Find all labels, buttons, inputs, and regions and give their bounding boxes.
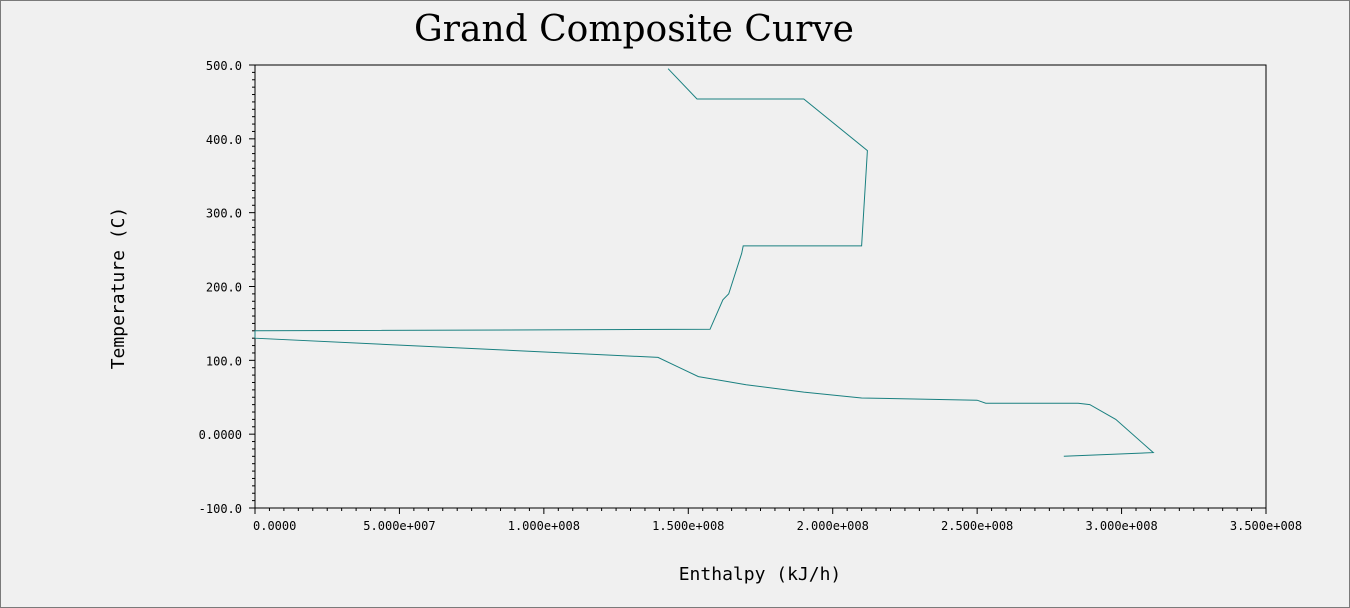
y-tick-label: 200.0 — [206, 281, 242, 295]
x-tick-label: 2.500e+008 — [941, 519, 1013, 533]
y-tick-label: 0.0000 — [199, 428, 242, 442]
x-tick-label: 1.500e+008 — [652, 519, 724, 533]
plot-area — [254, 64, 1267, 509]
x-tick-label: 2.000e+008 — [797, 519, 869, 533]
x-tick-label: 1.000e+008 — [508, 519, 580, 533]
y-tick-label: -100.0 — [199, 502, 242, 516]
x-tick-label: 0.0000 — [253, 519, 296, 533]
y-tick-label: 500.0 — [206, 59, 242, 73]
x-tick-label: 3.000e+008 — [1085, 519, 1157, 533]
axis-tick-labels: 0.0000 5.000e+007 1.000e+008 1.500e+008 2.00… — [199, 59, 1302, 533]
x-axis-title: Enthalpy (kJ/h) — [679, 564, 842, 585]
y-tick-label: 400.0 — [206, 133, 242, 147]
chart-title: Grand Composite Curve — [414, 9, 854, 50]
x-tick-label: 5.000e+007 — [363, 519, 435, 533]
y-tick-label: 100.0 — [206, 354, 242, 368]
x-tick-label: 3.500e+008 — [1230, 519, 1302, 533]
y-axis-title: Temperature (C) — [108, 207, 129, 370]
y-tick-label: 300.0 — [206, 207, 242, 221]
axis-ticks — [249, 64, 1267, 514]
series-line — [254, 68, 1155, 457]
